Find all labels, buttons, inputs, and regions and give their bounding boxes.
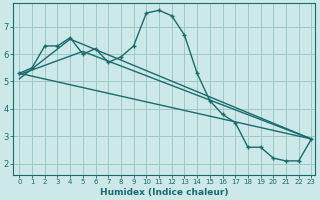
- X-axis label: Humidex (Indice chaleur): Humidex (Indice chaleur): [100, 188, 228, 197]
